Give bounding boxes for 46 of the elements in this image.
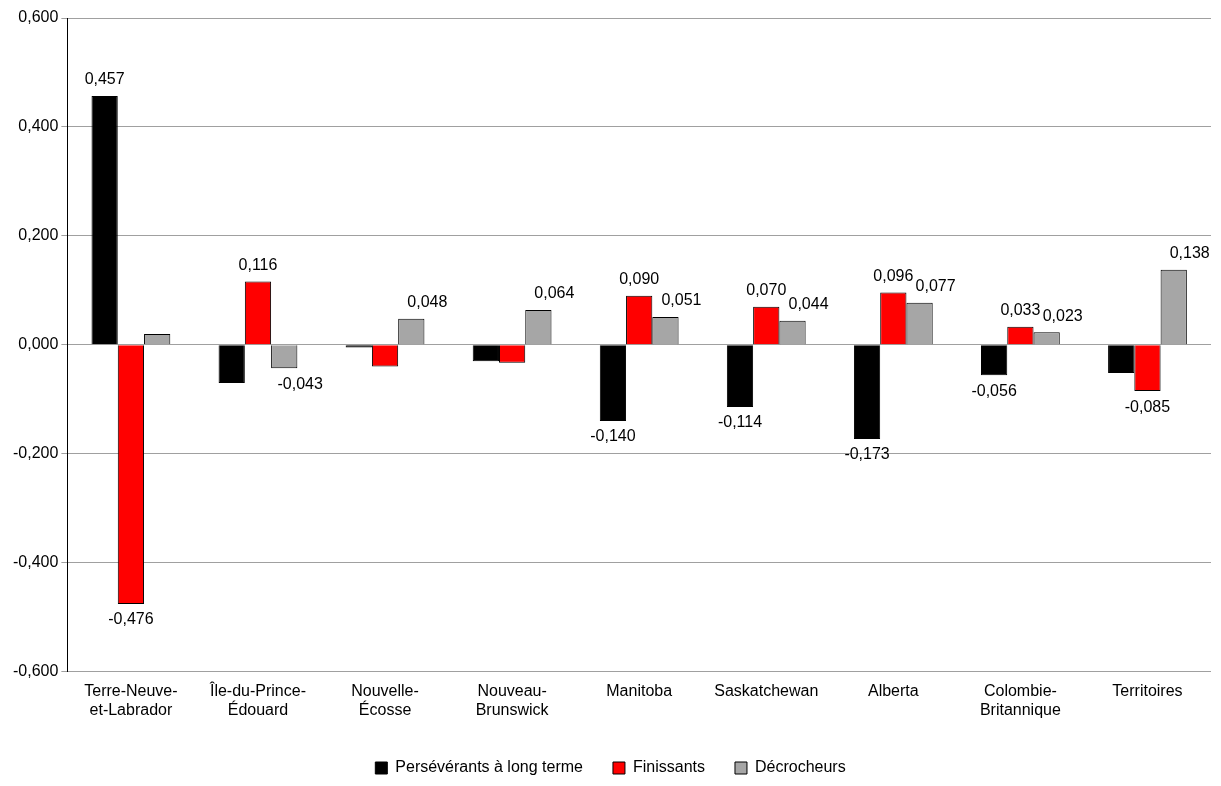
data-label: -0,085 (1124, 397, 1171, 415)
x-tick-label: Nouveau-Brunswick (475, 681, 550, 718)
data-label: 0,116 (238, 256, 278, 274)
data-label: 0,457 (84, 70, 125, 88)
bar (1108, 345, 1135, 374)
data-label: 0,048 (407, 293, 448, 311)
data-label: 0,033 (1000, 301, 1041, 319)
data-label: 0,070 (746, 281, 787, 299)
data-label: 0,023 (1042, 306, 1083, 324)
y-tick-label: 0,000 (18, 335, 59, 353)
bar (981, 345, 1008, 376)
bar (599, 345, 627, 422)
y-tick-label: 0,600 (18, 8, 59, 26)
legend-label: Décrocheurs (754, 758, 846, 776)
bar (91, 95, 118, 345)
x-tick-label: Manitoba (606, 681, 673, 699)
legend-label: Persévérants à long terme (395, 758, 584, 776)
x-tick-label: Territoires (1112, 681, 1183, 699)
data-label: 0,096 (873, 266, 914, 284)
data-label: -0,056 (971, 381, 1017, 399)
y-tick-label: 0,400 (18, 117, 59, 135)
data-label: 0,138 (1169, 244, 1210, 262)
data-label: -0,114 (717, 413, 763, 431)
data-label: 0,051 (661, 291, 702, 309)
bar (218, 345, 245, 383)
data-label: -0,476 (108, 610, 154, 628)
y-tick-label: -0,400 (12, 553, 59, 571)
y-tick-label: -0,200 (12, 444, 59, 462)
data-label: 0,064 (534, 284, 575, 302)
bar (726, 345, 754, 407)
legend-label: Finissants (632, 758, 705, 776)
x-tick-label: Colombie-Britannique (979, 681, 1061, 718)
x-tick-label: Alberta (867, 681, 919, 699)
x-tick-label: Terre-Neuve-et-Labrador (84, 681, 178, 718)
data-label: 0,090 (619, 270, 660, 288)
y-tick-label: 0,200 (18, 226, 59, 244)
y-tick-label: -0,600 (12, 662, 59, 680)
data-label: -0,043 (277, 374, 324, 392)
x-tick-label: Saskatchewan (714, 681, 819, 699)
data-label: -0,173 (844, 445, 890, 463)
bar (853, 345, 881, 440)
data-label: 0,077 (915, 277, 956, 295)
data-label: -0,140 (590, 427, 636, 445)
x-tick-label: Île-du-Prince-Édouard (208, 680, 306, 718)
x-tick-label: Nouvelle-Écosse (351, 681, 419, 718)
data-label: 0,044 (788, 295, 829, 313)
